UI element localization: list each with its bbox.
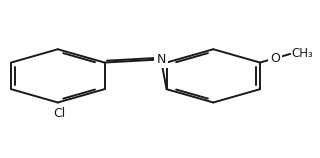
Text: O: O <box>270 52 280 65</box>
Text: N: N <box>156 53 166 66</box>
Text: CH₃: CH₃ <box>292 47 314 61</box>
Text: Cl: Cl <box>53 107 66 120</box>
